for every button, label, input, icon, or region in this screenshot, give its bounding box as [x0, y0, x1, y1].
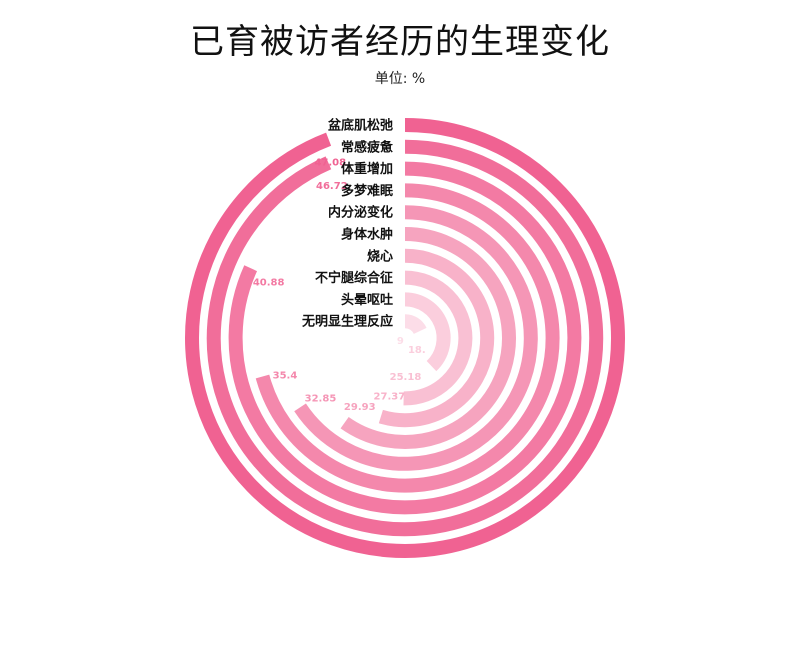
value-label: 47.08 — [314, 158, 346, 169]
category-label: 盆底肌松弛 — [327, 118, 393, 134]
bar-无明显生理反应 — [404, 314, 427, 335]
bar-体重增加 — [228, 161, 582, 515]
category-label: 不宁腿综合征 — [315, 270, 393, 286]
value-label: 32.85 — [305, 394, 337, 405]
bar-内分泌变化 — [294, 205, 538, 471]
bar-不宁腿综合征 — [403, 270, 473, 406]
value-label: 18. — [408, 345, 426, 356]
category-label: 常感疲惫 — [341, 139, 394, 155]
category-label: 体重增加 — [341, 161, 393, 177]
category-label: 烧心 — [367, 248, 393, 264]
category-label: 无明显生理反应 — [301, 314, 393, 330]
category-label: 身体水肿 — [341, 227, 393, 243]
value-label: 27.37 — [374, 392, 406, 403]
value-label: 25.18 — [390, 372, 422, 383]
value-label: 40.88 — [253, 277, 285, 288]
value-label: 29.93 — [344, 402, 376, 413]
value-label: 35.4 — [273, 370, 298, 381]
bar-烧心 — [378, 248, 495, 428]
bar-盆底肌松弛 — [185, 118, 625, 558]
bar-头晕呕吐 — [404, 292, 451, 372]
bar-身体水肿 — [340, 227, 516, 449]
chart-unit-label: 单位: % — [374, 71, 426, 87]
bar-常感疲惫 — [206, 139, 604, 537]
category-label: 头晕呕吐 — [341, 292, 393, 308]
category-label: 内分泌变化 — [328, 205, 393, 221]
bar-多梦难眠 — [255, 183, 560, 493]
chart-title: 已育被访者经历的生理变化 — [190, 22, 610, 62]
value-label: 9 — [397, 336, 404, 347]
category-label: 多梦难眠 — [341, 183, 393, 199]
value-label: 46.72 — [316, 181, 348, 192]
